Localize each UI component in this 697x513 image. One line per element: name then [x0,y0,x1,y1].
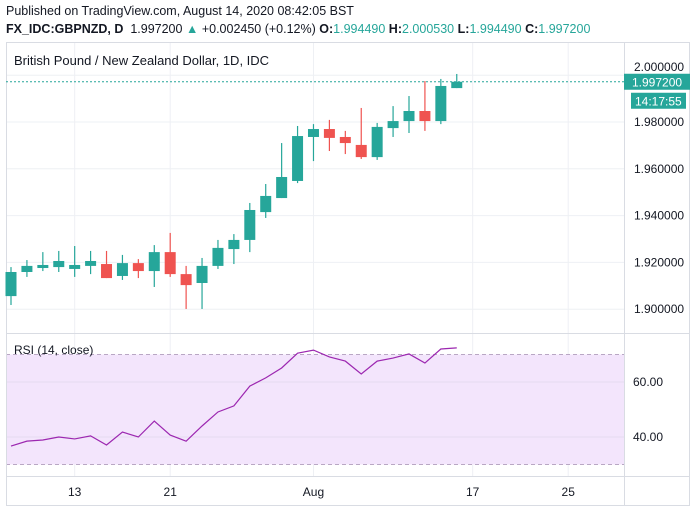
candle-body [292,136,304,181]
price-tick-label: 1.920000 [634,255,684,269]
candle[interactable] [69,246,81,277]
candle-body [244,209,256,240]
candle-body [196,265,208,283]
candle-body [116,263,128,276]
symbol-name: FX_IDC:GBPNZD, D [6,22,124,36]
candle[interactable] [132,259,144,279]
price-tick-label: 1.900000 [634,302,684,316]
time-tick-label: 25 [562,485,576,499]
candle[interactable] [371,122,383,160]
candle[interactable] [292,125,304,184]
candle-body [85,260,97,266]
candle[interactable] [387,106,399,137]
candle[interactable] [403,96,415,133]
price-tick-label: 1.960000 [634,162,684,176]
last-price: 1.997200 [130,22,183,36]
candle[interactable] [164,232,176,277]
candle[interactable] [37,252,49,272]
symbol-info-bar: FX_IDC:GBPNZD, D 1.997200 ▲ +0.002450 (+… [6,22,590,36]
chart-title: British Pound / New Zealand Dollar, 1D, … [14,53,269,68]
candle-body [419,111,431,122]
candle-body [69,264,81,269]
candle[interactable] [196,257,208,309]
high-label: H: [388,22,402,36]
time-tick-label: Aug [303,485,324,499]
candle-body [37,264,49,269]
up-triangle-icon: ▲ [185,22,199,36]
candle[interactable] [148,245,160,287]
candle-body [5,271,17,297]
rsi-band [6,354,624,465]
candle[interactable] [451,73,463,89]
rsi-tick-label: 40.00 [633,430,663,444]
low-label: L: [457,22,470,36]
candle-body [435,85,447,122]
candle-body [260,195,272,213]
price-tick-label: 2.000000 [634,60,684,74]
candle[interactable] [21,260,33,277]
candle[interactable] [180,265,192,309]
candle[interactable] [101,250,113,279]
candle-body [371,126,383,158]
candle-body [323,129,335,138]
candle-body [212,247,224,266]
candle-body [21,265,33,272]
time-tick-label: 13 [68,485,82,499]
countdown-badge [631,92,686,109]
close-value: 1.997200 [538,22,591,36]
candle-body [355,144,367,158]
close-label: C: [525,22,539,36]
last-price-label: 1.997200 [632,75,682,89]
candle-body [403,111,415,122]
countdown-label: 14:17:55 [635,94,682,108]
rsi-tick-label: 60.00 [633,375,663,389]
candle[interactable] [339,130,351,155]
candle-body [101,264,113,279]
candle[interactable] [228,234,240,265]
published-caption: Published on TradingView.com, August 14,… [6,4,354,18]
candle[interactable] [53,250,65,272]
candle[interactable] [419,81,431,131]
open-label: O: [319,22,334,36]
open-value: 1.994490 [333,22,386,36]
candle[interactable] [276,143,288,199]
price-tick-label: 1.980000 [634,115,684,129]
time-tick-label: 17 [466,485,480,499]
candle-body [228,239,240,250]
candle[interactable] [212,239,224,269]
candle-body [451,81,463,89]
last-price-badge [624,73,690,90]
candle-body [307,129,319,137]
candle[interactable] [244,202,256,253]
candle[interactable] [116,254,128,280]
time-tick-label: 21 [164,485,178,499]
candle-body [53,260,65,268]
candle[interactable] [85,250,97,275]
price-tick-label: 1.940000 [634,209,684,223]
candle[interactable] [355,107,367,159]
candle[interactable] [260,184,272,218]
price-change: +0.002450 (+0.12%) [201,22,316,36]
candle[interactable] [435,78,447,125]
candle-body [164,252,176,275]
candle-body [180,274,192,286]
candle-body [132,263,144,272]
candle[interactable] [307,124,319,162]
candle-body [276,176,288,199]
rsi-title: RSI (14, close) [14,343,93,357]
candle-body [339,136,351,144]
candle[interactable] [323,119,335,152]
high-value: 2.000530 [402,22,455,36]
candle-body [387,121,399,129]
candle-body [148,252,160,272]
low-value: 1.994490 [469,22,522,36]
candle[interactable] [5,267,17,305]
